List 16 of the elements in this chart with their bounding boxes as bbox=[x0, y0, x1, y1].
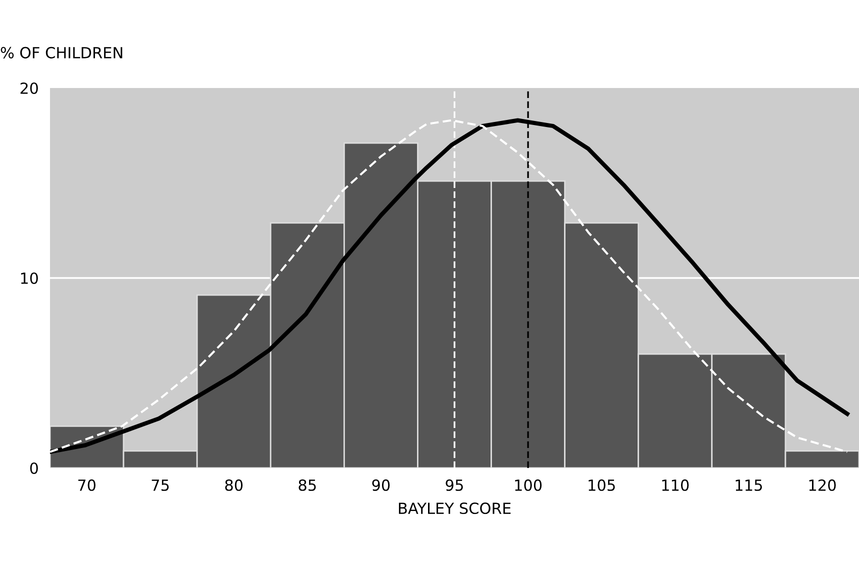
y-tick-label: 20 bbox=[20, 82, 38, 94]
x-tick-label: 70 bbox=[78, 479, 96, 491]
x-tick-label: 100 bbox=[515, 479, 542, 491]
x-tick-label: 105 bbox=[588, 479, 615, 491]
x-tick-label: 95 bbox=[446, 479, 463, 491]
x-tick-label: 75 bbox=[152, 480, 169, 491]
x-tick-label: 90 bbox=[372, 479, 390, 491]
y-axis-title: % OF CHILDREN bbox=[0, 46, 122, 58]
x-tick-label: 115 bbox=[736, 480, 762, 491]
x-tick-label: 80 bbox=[225, 479, 243, 491]
y-tick-label: 10 bbox=[21, 272, 38, 284]
y-tick-label: 0 bbox=[30, 462, 38, 474]
x-axis-title: BAYLEY SCORE bbox=[398, 502, 511, 514]
x-tick-label: 110 bbox=[662, 479, 689, 491]
x-tick-label: 120 bbox=[809, 479, 836, 491]
x-tick-label: 85 bbox=[298, 479, 316, 491]
